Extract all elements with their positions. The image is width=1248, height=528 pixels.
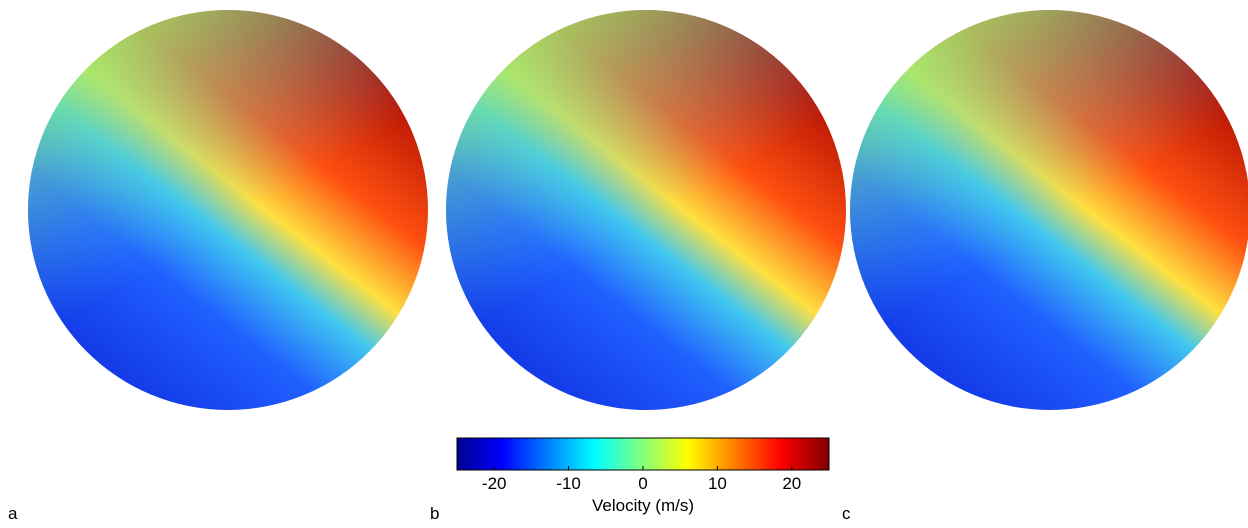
colorbar-label: Velocity (m/s) [592, 496, 694, 515]
panel-label: b [430, 504, 439, 523]
tick-label: -10 [556, 474, 581, 493]
tick-label: 0 [638, 474, 647, 493]
tick-label: 20 [782, 474, 801, 493]
tick-label: -20 [482, 474, 507, 493]
panel-label: a [8, 504, 18, 523]
figure: Velocity (m/s) a b c -20 -10 0 10 20 [0, 0, 1248, 523]
page: Velocity (m/s) abc-20-1001020 (() => { c… [0, 0, 1248, 528]
colorbar [457, 438, 829, 470]
panel-label: c [842, 504, 851, 523]
tick-label: 10 [708, 474, 727, 493]
radar-image-c [850, 10, 1248, 410]
radar-image-b [446, 10, 846, 410]
radar-image-a [28, 10, 428, 410]
